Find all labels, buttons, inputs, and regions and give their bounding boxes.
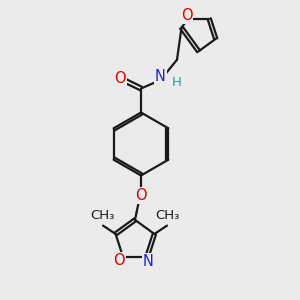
Text: H: H	[172, 76, 182, 89]
Text: O: O	[114, 70, 126, 86]
Text: N: N	[143, 254, 154, 269]
Text: CH₃: CH₃	[90, 209, 114, 222]
Text: O: O	[135, 188, 147, 203]
Text: N: N	[155, 69, 166, 84]
Text: O: O	[181, 8, 192, 23]
Text: CH₃: CH₃	[156, 209, 180, 222]
Text: O: O	[114, 253, 125, 268]
